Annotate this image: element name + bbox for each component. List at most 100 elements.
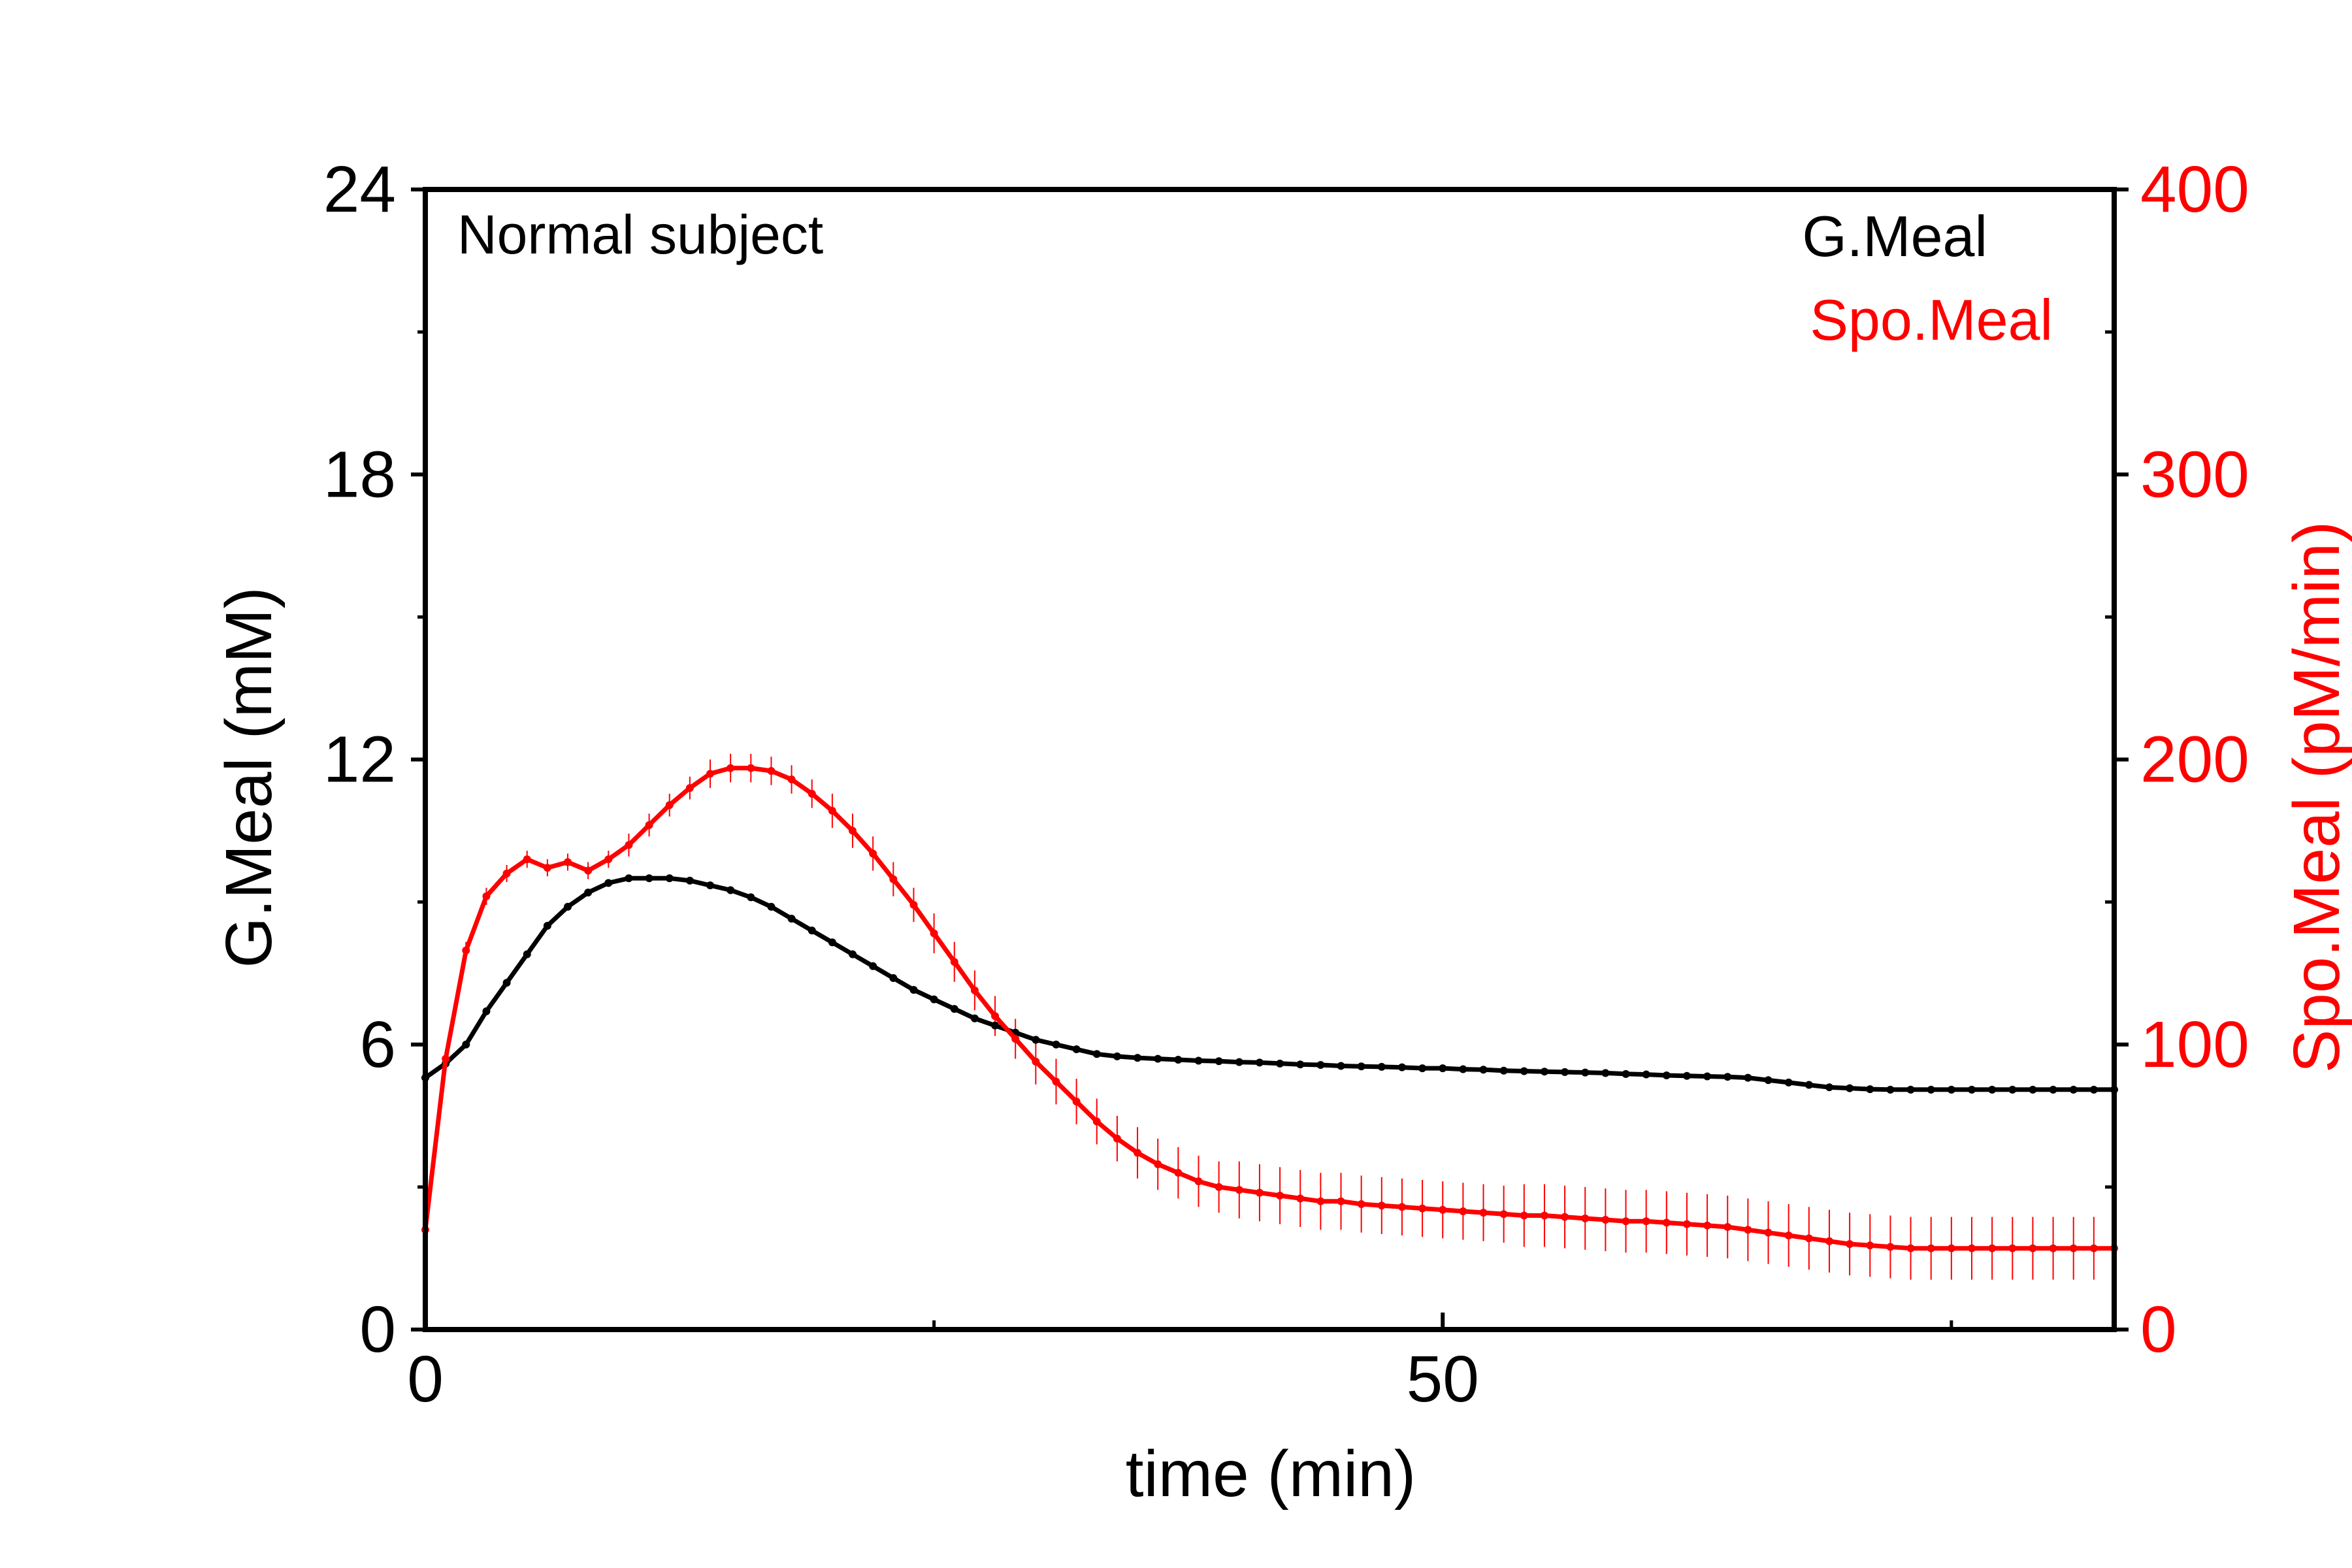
data-point-g-meal <box>1092 1050 1101 1058</box>
data-point-g-meal <box>1154 1054 1162 1063</box>
data-point-spo-meal <box>767 766 776 775</box>
data-point-g-meal <box>1764 1076 1772 1085</box>
data-point-spo-meal <box>685 784 694 792</box>
data-point-spo-meal <box>442 1054 450 1063</box>
data-point-spo-meal <box>1296 1194 1305 1203</box>
data-point-spo-meal <box>1092 1117 1101 1126</box>
data-point-g-meal <box>2069 1085 2078 1094</box>
data-point-g-meal <box>1296 1060 1305 1069</box>
series-lines <box>421 764 2118 1252</box>
data-point-spo-meal <box>1540 1211 1548 1220</box>
data-point-g-meal <box>1723 1073 1732 1081</box>
data-point-g-meal <box>1805 1081 1813 1089</box>
data-point-spo-meal <box>1459 1207 1467 1215</box>
data-point-g-meal <box>1703 1072 1712 1081</box>
y-axis-label-right: Spo.Meal (pM/min) <box>2280 521 2352 1073</box>
data-point-g-meal <box>2029 1085 2037 1094</box>
data-point-g-meal <box>727 886 735 894</box>
data-point-spo-meal <box>1052 1077 1060 1086</box>
data-point-g-meal <box>1642 1070 1650 1079</box>
data-point-g-meal <box>1988 1085 1997 1094</box>
data-point-spo-meal <box>1967 1244 1976 1252</box>
data-point-g-meal <box>1357 1062 1365 1071</box>
data-point-g-meal <box>1784 1078 1793 1086</box>
x-axis-label: time (min) <box>1126 1437 1416 1511</box>
data-point-spo-meal <box>2069 1244 2078 1252</box>
data-point-spo-meal <box>808 789 816 798</box>
data-point-spo-meal <box>1805 1234 1813 1243</box>
data-point-g-meal <box>849 950 857 958</box>
data-point-spo-meal <box>727 764 735 772</box>
data-point-g-meal <box>1194 1056 1203 1065</box>
data-point-spo-meal <box>1764 1228 1772 1237</box>
data-point-spo-meal <box>1072 1098 1081 1105</box>
data-point-spo-meal <box>1337 1197 1345 1205</box>
data-point-g-meal <box>909 986 918 994</box>
data-point-g-meal <box>828 938 836 947</box>
data-point-spo-meal <box>1174 1169 1183 1177</box>
data-point-g-meal <box>665 874 674 883</box>
data-point-spo-meal <box>543 864 551 872</box>
data-point-g-meal <box>1459 1065 1467 1073</box>
data-point-spo-meal <box>2008 1244 2017 1252</box>
data-point-spo-meal <box>523 855 531 864</box>
data-point-spo-meal <box>1744 1226 1752 1234</box>
data-point-spo-meal <box>1723 1222 1732 1231</box>
data-point-g-meal <box>1174 1056 1183 1064</box>
data-point-spo-meal <box>970 986 979 994</box>
data-point-spo-meal <box>2029 1244 2037 1252</box>
y-left-tick-label: 24 <box>323 153 396 226</box>
data-point-g-meal <box>1377 1062 1386 1071</box>
data-point-g-meal <box>1052 1040 1060 1049</box>
data-point-g-meal <box>1846 1084 1854 1092</box>
x-tick-label: 50 <box>1407 1343 1479 1416</box>
data-point-spo-meal <box>665 801 674 809</box>
data-point-spo-meal <box>1154 1160 1162 1168</box>
data-point-g-meal <box>1540 1068 1548 1076</box>
data-point-spo-meal <box>2089 1244 2098 1252</box>
data-point-spo-meal <box>584 866 593 875</box>
data-point-g-meal <box>1682 1071 1691 1080</box>
data-point-g-meal <box>1601 1069 1610 1077</box>
data-point-g-meal <box>584 889 593 897</box>
data-point-spo-meal <box>1520 1211 1528 1220</box>
data-point-spo-meal <box>1113 1134 1121 1143</box>
data-point-spo-meal <box>462 946 470 955</box>
y-right-tick-label: 300 <box>2140 438 2249 511</box>
data-point-spo-meal <box>950 958 958 966</box>
data-point-spo-meal <box>1011 1035 1020 1043</box>
data-point-g-meal <box>625 874 633 883</box>
data-point-spo-meal <box>1397 1203 1406 1211</box>
data-point-spo-meal <box>1886 1243 1895 1251</box>
y-left-tick-label: 0 <box>359 1293 396 1366</box>
data-point-g-meal <box>1866 1085 1874 1094</box>
data-point-g-meal <box>970 1014 979 1022</box>
data-point-g-meal <box>1113 1052 1121 1060</box>
data-point-g-meal <box>1235 1058 1243 1066</box>
data-point-spo-meal <box>1703 1221 1712 1230</box>
data-point-g-meal <box>543 921 551 930</box>
data-point-spo-meal <box>482 892 491 900</box>
data-point-g-meal <box>1499 1066 1508 1075</box>
plot-frame <box>423 187 2117 1332</box>
data-point-g-meal <box>1886 1085 1895 1094</box>
data-point-spo-meal <box>1439 1205 1447 1214</box>
y-right-tick-label: 0 <box>2140 1293 2177 1366</box>
data-point-g-meal <box>889 973 898 982</box>
data-point-g-meal <box>645 874 653 883</box>
data-point-spo-meal <box>1825 1237 1833 1245</box>
data-point-spo-meal <box>1561 1213 1569 1221</box>
data-point-spo-meal <box>1316 1197 1325 1205</box>
data-point-g-meal <box>604 879 613 887</box>
data-point-spo-meal <box>564 858 572 866</box>
data-point-g-meal <box>808 926 816 935</box>
data-point-spo-meal <box>1581 1214 1590 1222</box>
data-point-g-meal <box>1337 1062 1345 1070</box>
data-point-spo-meal <box>706 770 715 778</box>
data-point-g-meal <box>1134 1054 1142 1062</box>
data-point-spo-meal <box>1906 1244 1915 1252</box>
data-point-g-meal <box>1032 1036 1040 1044</box>
data-point-g-meal <box>2089 1085 2098 1094</box>
data-point-g-meal <box>462 1040 470 1049</box>
data-point-g-meal <box>482 1007 491 1015</box>
